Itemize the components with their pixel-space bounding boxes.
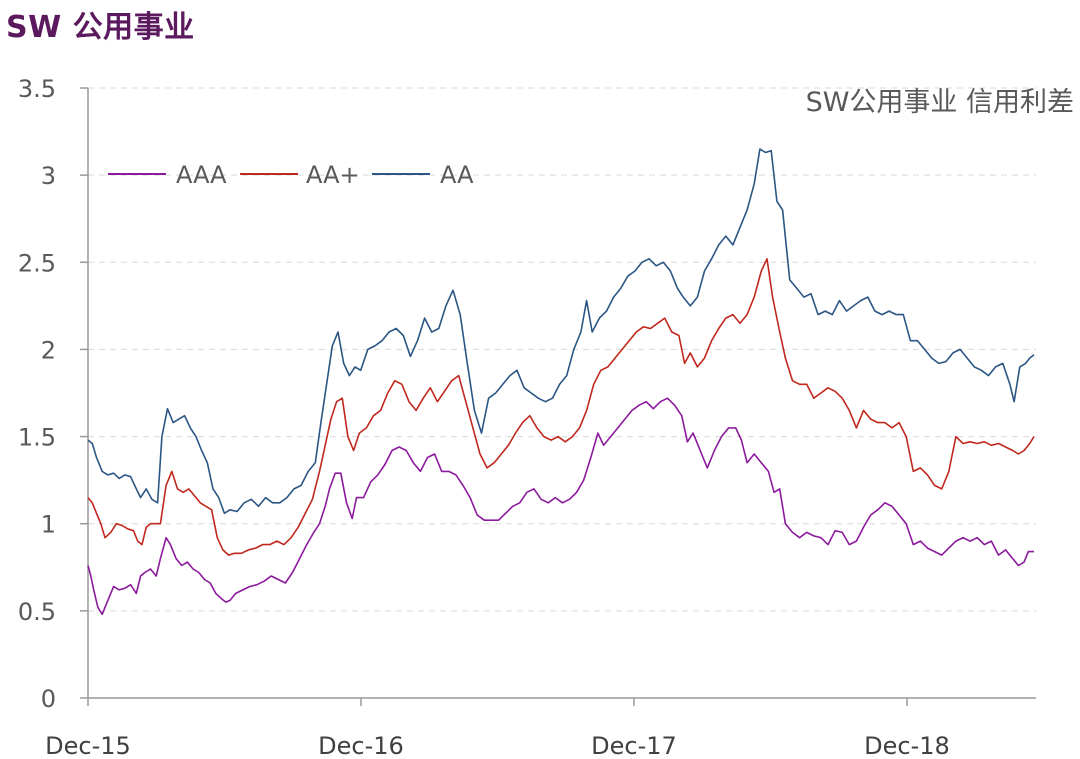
legend: AAA AA+ AA <box>108 161 474 189</box>
x-tick-labels: Dec-15 Dec-16 Dec-17 Dec-18 <box>45 698 950 759</box>
series-lines <box>87 148 1035 616</box>
series-line-aa-plus <box>87 257 1035 556</box>
chart-title: SW公用事业 信用利差 <box>806 87 1074 118</box>
x-tick-label: Dec-16 <box>318 732 404 759</box>
page-title: SW 公用事业 <box>6 10 195 45</box>
series-line-aaa <box>87 397 1034 616</box>
x-tick-label: Dec-15 <box>45 732 131 759</box>
y-tick-label: 2 <box>41 336 56 364</box>
y-tick-label: 0 <box>41 685 56 713</box>
x-tick-label: Dec-17 <box>591 732 677 759</box>
legend-label-aa-plus: AA+ <box>306 161 360 189</box>
y-tick-label: 2.5 <box>18 249 56 277</box>
y-tick-label: 0.5 <box>18 598 56 626</box>
y-tick-label: 1 <box>41 511 56 539</box>
gridlines <box>88 87 1036 612</box>
legend-label-aaa: AAA <box>176 161 227 189</box>
series-line-aa <box>87 148 1035 515</box>
y-tick-labels: 0 0.5 1 1.5 2 2.5 3 3.5 <box>18 75 88 713</box>
y-tick-label: 3 <box>41 162 56 190</box>
legend-label-aa: AA <box>440 161 474 189</box>
y-tick-label: 3.5 <box>18 75 56 103</box>
axes <box>87 88 1036 699</box>
x-tick-label: Dec-18 <box>864 732 950 759</box>
y-tick-label: 1.5 <box>18 424 56 452</box>
